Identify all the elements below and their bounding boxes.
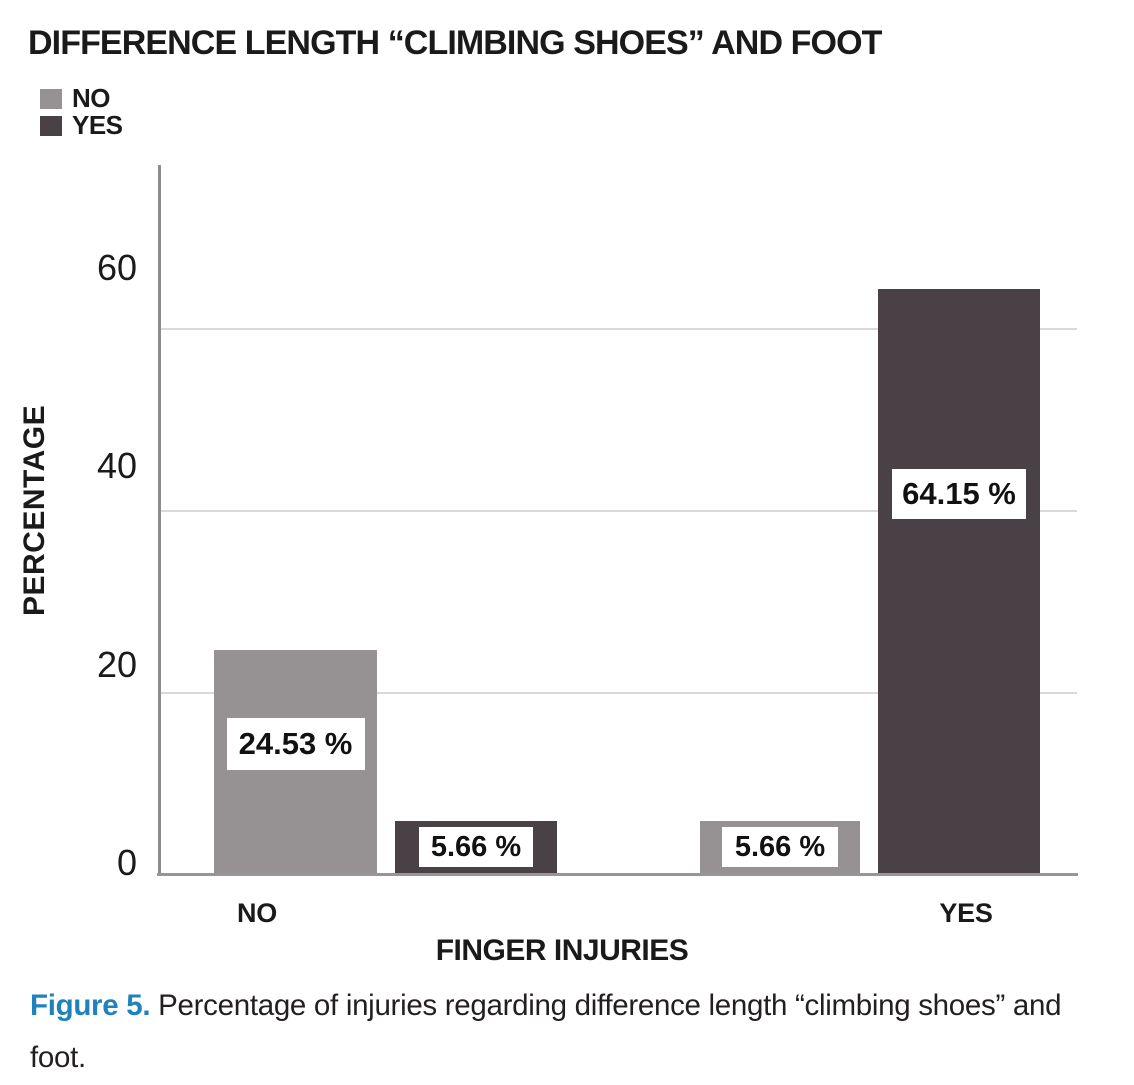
legend-item: YES xyxy=(40,112,123,139)
bar-value-label: 24.53 % xyxy=(226,717,365,770)
bar-value-label: 5.66 % xyxy=(419,827,533,868)
bar-value-label: 5.66 % xyxy=(722,827,838,868)
legend-swatch-no xyxy=(40,88,62,109)
y-tick-label: 0 xyxy=(116,842,137,883)
gridline xyxy=(161,692,1077,694)
chart-title: DIFFERENCE LENGTH “CLIMBING SHOES” AND F… xyxy=(28,24,882,62)
gridline xyxy=(161,510,1077,512)
legend: NO YES xyxy=(40,85,123,139)
y-axis-line xyxy=(158,165,161,876)
category-label-yes: YES xyxy=(939,898,993,928)
category-label-no: NO xyxy=(237,898,277,928)
gridline xyxy=(161,328,1077,330)
legend-label: NO xyxy=(72,83,111,113)
y-tick-label: 20 xyxy=(96,644,137,685)
bar-value-label: 64.15 % xyxy=(892,468,1026,519)
legend-item: NO xyxy=(40,85,123,112)
y-tick-label: 60 xyxy=(96,247,137,288)
bar-yes-yes xyxy=(878,289,1040,873)
caption-label: Figure 5. xyxy=(30,989,151,1022)
y-axis-title: PERCENTAGE xyxy=(18,404,51,616)
caption-text: Percentage of injuries regarding differe… xyxy=(30,989,1062,1074)
legend-label: YES xyxy=(72,110,123,140)
figure-caption: Figure 5. Percentage of injuries regardi… xyxy=(30,980,1092,1084)
legend-swatch-yes xyxy=(40,115,62,136)
y-tick-label: 40 xyxy=(96,445,137,486)
x-axis-title: FINGER INJURIES xyxy=(435,934,689,967)
x-axis-line xyxy=(157,873,1078,876)
